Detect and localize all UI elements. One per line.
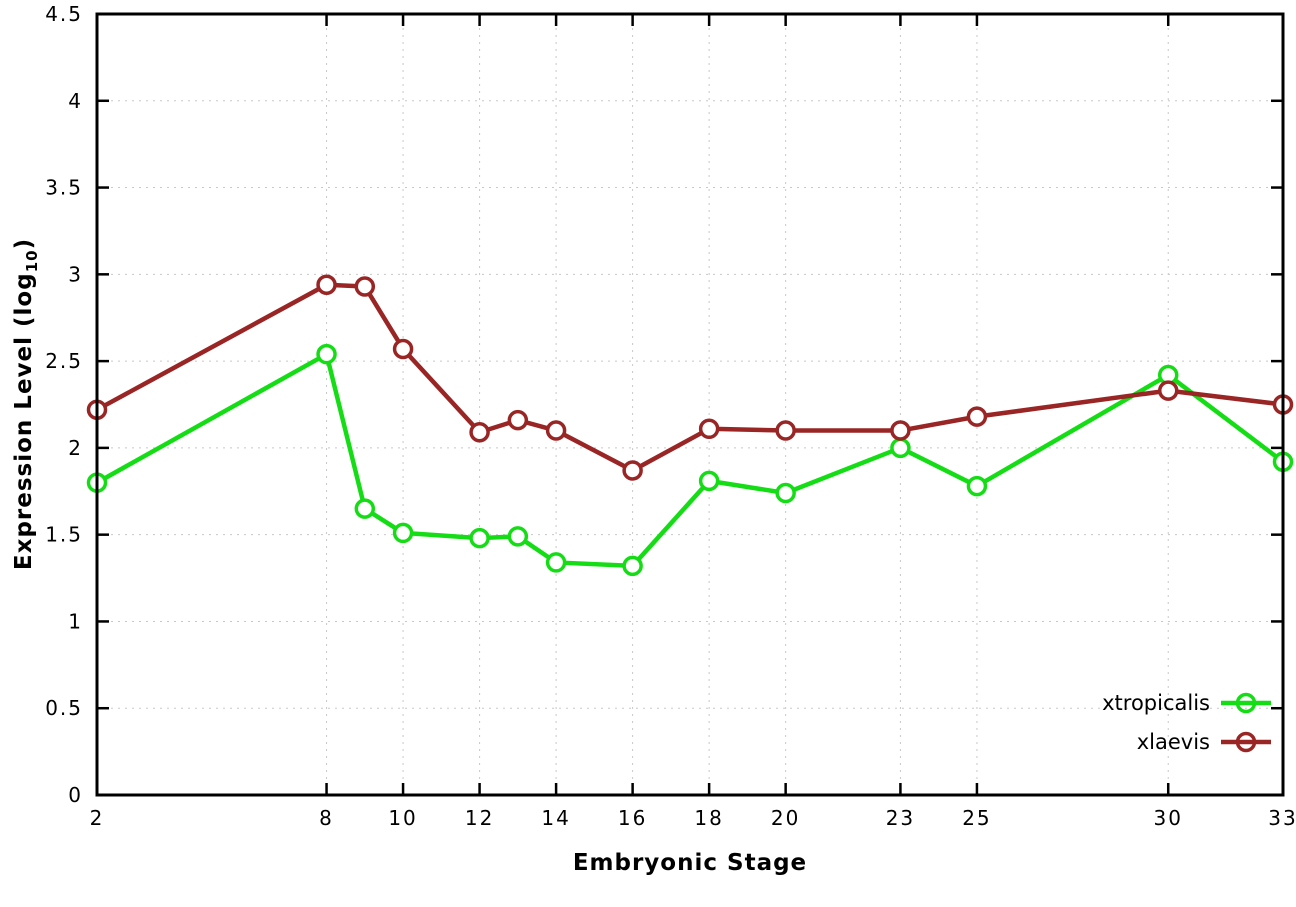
legend-marker-xtropicalis [1235,692,1257,714]
x-tick-label: 18 [694,806,723,830]
x-tick-label: 8 [319,806,334,830]
y-tick-label: 1 [68,609,83,633]
data-point-xlaevis [966,406,988,427]
data-point-xtropicalis [469,527,490,549]
x-tick-label: 20 [771,806,800,830]
data-point-xlaevis [507,409,529,431]
y-tick-label: 3 [68,262,83,286]
x-tick-label: 25 [962,806,991,830]
data-point-xlaevis [392,338,414,360]
data-point-xtropicalis [698,470,720,492]
x-tick-label: 33 [1268,806,1296,830]
data-point-xlaevis [545,420,567,441]
data-point-xlaevis [622,460,643,481]
y-tick-label: 0 [68,783,83,807]
data-point-xlaevis [316,274,337,295]
legend-marker-xlaevis [1235,731,1257,753]
y-tick-label: 4 [68,89,83,113]
legend-label-xtropicalis: xtropicalis [1102,691,1210,715]
data-point-xtropicalis [622,555,643,577]
y-tick-label: 1.5 [45,523,83,547]
data-point-xlaevis [1157,380,1179,401]
data-point-xtropicalis [354,498,376,519]
x-tick-label: 10 [388,806,417,830]
y-axis-label-text: Expression Level (log [11,272,38,571]
x-axis-label: Embryonic Stage [572,850,808,876]
data-point-xtropicalis [507,526,529,547]
data-point-xtropicalis [545,552,567,573]
data-point-xlaevis [469,422,490,443]
data-point-xtropicalis [890,437,911,459]
x-tick-label: 30 [1153,806,1182,830]
series-line-xlaevis [95,282,1284,473]
y-axis-label-close: ) [11,237,38,250]
data-point-xlaevis [354,276,376,297]
data-point-xlaevis [698,418,720,440]
x-tick-label: 2 [90,806,105,830]
data-point-xtropicalis [966,475,988,497]
y-tick-label: 3.5 [45,176,83,200]
y-tick-label: 2.5 [45,349,83,373]
y-tick-label: 4.5 [45,2,83,26]
y-axis-label-subscript: 10 [22,249,41,273]
data-point-xtropicalis [392,522,414,544]
series-line-xtropicalis [95,351,1285,569]
x-tick-label: 14 [541,806,570,830]
legend-label-xlaevis: xlaevis [1137,730,1210,754]
data-point-xlaevis [890,420,911,441]
plot-border [95,12,1285,797]
y-axis-label: Expression Level (log10) [11,238,41,570]
x-tick-label: 12 [465,806,494,830]
data-point-xlaevis [775,420,796,441]
data-point-xtropicalis [316,343,337,365]
y-tick-label: 2 [68,436,83,460]
data-point-xtropicalis [775,482,796,504]
y-tick-label: 0.5 [45,696,83,720]
x-tick-label: 16 [618,806,647,830]
x-tick-label: 23 [886,806,915,830]
